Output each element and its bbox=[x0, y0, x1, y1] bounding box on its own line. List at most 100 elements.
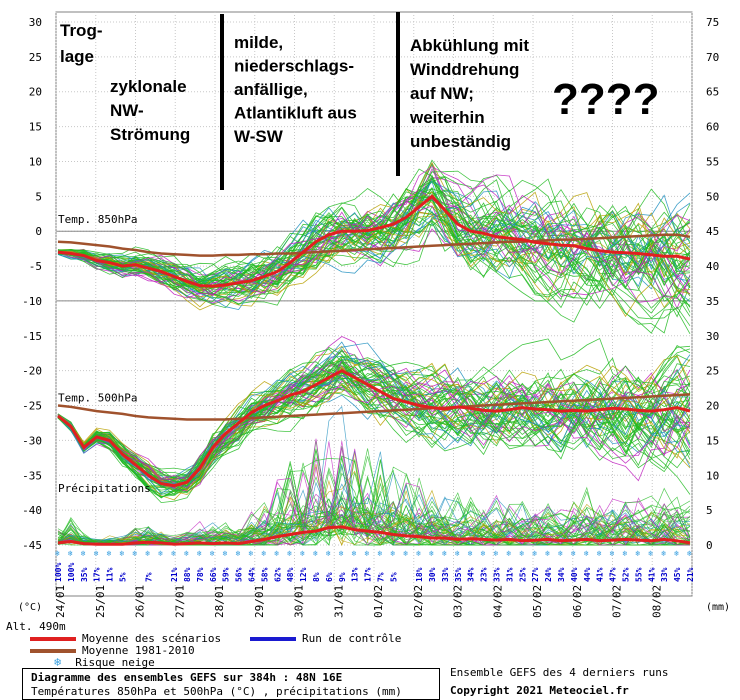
snowflake-icon: ❄ bbox=[648, 549, 653, 558]
snowflake-icon: ❄ bbox=[558, 549, 563, 558]
snow-risk-value: 33% bbox=[493, 567, 502, 582]
date-tick-label: 02/02 bbox=[412, 585, 425, 618]
annotation-abkuehlung: Winddrehung bbox=[410, 60, 519, 79]
annotation-atlantikluft: anfällige, bbox=[234, 80, 308, 99]
snowflake-icon: ❄ bbox=[223, 549, 228, 558]
snow-risk-value: 48% bbox=[286, 567, 295, 582]
right-tick-label: 55 bbox=[706, 155, 719, 168]
snow-risk-value: 17% bbox=[364, 567, 373, 582]
climatology-line-500 bbox=[57, 393, 691, 421]
snowflake-icon: ❄ bbox=[81, 549, 86, 558]
right-tick-label: 35 bbox=[706, 295, 719, 308]
snow-risk-value: 6% bbox=[325, 572, 334, 582]
right-tick-label: 65 bbox=[706, 86, 719, 99]
snow-risk-value: 62% bbox=[273, 567, 282, 582]
mean-lines bbox=[57, 194, 691, 546]
annotation-troglage: Trog- bbox=[60, 21, 103, 40]
snow-risk-row: ❄ 100% ❄ 100% ❄ 35% ❄ 17% ❄ 11% ❄ 5% ❄ ❄ 7% ❄ ❄ 21% ❄ 88% ❄ 7… bbox=[54, 549, 695, 582]
snow-risk-value: 30% bbox=[428, 567, 437, 582]
snowflake-icon: ❄ bbox=[158, 549, 163, 558]
right-axis-unit: (mm) bbox=[706, 602, 730, 613]
ensemble-member-850 bbox=[57, 209, 691, 287]
ensemble-member-850 bbox=[57, 191, 691, 296]
snow-risk-value: 7% bbox=[144, 572, 153, 582]
snow-risk-value: 7% bbox=[376, 572, 385, 582]
date-tick-label: 07/02 bbox=[611, 585, 624, 618]
snow-risk-value: 34% bbox=[467, 567, 476, 582]
snow-risk-value: 64% bbox=[247, 567, 256, 582]
legend-clim-swatch bbox=[30, 649, 76, 653]
snowflake-icon: ❄ bbox=[416, 549, 421, 558]
snowflake-icon: ❄ bbox=[429, 549, 434, 558]
snow-risk-value: 59% bbox=[222, 567, 231, 582]
left-tick-label: -45 bbox=[22, 539, 42, 552]
snow-risk-value: 41% bbox=[647, 567, 656, 582]
date-tick-label: 06/02 bbox=[571, 585, 584, 618]
snow-risk-value: 78% bbox=[196, 567, 205, 582]
snow-risk-value: 88% bbox=[183, 567, 192, 582]
ensemble-member-850 bbox=[57, 200, 691, 299]
snowflake-icon: ❄ bbox=[506, 549, 511, 558]
snow-risk-value: 35% bbox=[454, 567, 463, 582]
date-tick-label: 01/02 bbox=[372, 585, 385, 618]
snowflake-icon: ❄ bbox=[519, 549, 524, 558]
snow-risk-value: 9% bbox=[338, 572, 347, 582]
snow-risk-value: 66% bbox=[209, 567, 218, 582]
right-tick-label: 5 bbox=[706, 504, 713, 517]
snowflake-icon: ❄ bbox=[481, 549, 486, 558]
annotation-question-marks: ???? bbox=[552, 75, 660, 124]
snowflake-icon: ❄ bbox=[571, 549, 576, 558]
ensemble-member-precip bbox=[57, 449, 691, 546]
snowflake-icon: ❄ bbox=[197, 549, 202, 558]
ensemble-member-850 bbox=[57, 202, 691, 319]
legend: Alt. 490m Moyenne des scénarios Run de c… bbox=[0, 620, 740, 700]
snow-risk-value: 8% bbox=[312, 572, 321, 582]
left-tick-label: 15 bbox=[29, 121, 42, 134]
snowflake-icon: ❄ bbox=[313, 549, 318, 558]
snowflake-icon: ❄ bbox=[236, 549, 241, 558]
date-tick-label: 30/01 bbox=[293, 585, 306, 618]
altitude-label: Alt. 490m bbox=[6, 620, 66, 633]
snowflake-icon: ❄ bbox=[352, 549, 357, 558]
right-tick-label: 10 bbox=[706, 469, 719, 482]
ensemble-member-500 bbox=[57, 350, 691, 482]
annotation-abkuehlung: auf NW; bbox=[410, 84, 474, 103]
snowflake-icon: ❄ bbox=[261, 549, 266, 558]
legend-clim: Moyenne 1981-2010 bbox=[30, 644, 195, 657]
left-tick-label: -40 bbox=[22, 504, 42, 517]
climatology-line-850 bbox=[57, 233, 691, 257]
snow-risk-value: 47% bbox=[609, 567, 618, 582]
legend-mean-swatch bbox=[30, 637, 76, 641]
annotation-atlantikluft: niederschlags- bbox=[234, 57, 354, 76]
mean-line-850 bbox=[57, 194, 691, 288]
snowflake-icon: ❄ bbox=[468, 549, 473, 558]
left-tick-label: 25 bbox=[29, 51, 42, 64]
date-tick-label: 24/01 bbox=[54, 585, 67, 618]
snowflake-icon: ❄ bbox=[674, 549, 679, 558]
snowflake-icon: ❄ bbox=[661, 549, 666, 558]
snowflake-icon: ❄ bbox=[210, 549, 215, 558]
snow-risk-value: 100% bbox=[67, 563, 76, 582]
annotation-nw-stroemung: NW- bbox=[110, 101, 144, 120]
ensemble-member-500 bbox=[57, 357, 691, 496]
left-tick-label: 20 bbox=[29, 86, 42, 99]
annotation-abkuehlung: unbeständig bbox=[410, 132, 511, 151]
annotation-atlantikluft: W-SW bbox=[234, 127, 284, 146]
legend-control-swatch bbox=[250, 637, 296, 641]
annotation-atlantikluft: Atlantikluft aus bbox=[234, 104, 357, 123]
snow-risk-value: 23% bbox=[480, 567, 489, 582]
left-tick-label: 5 bbox=[35, 190, 42, 203]
right-tick-label: 0 bbox=[706, 539, 713, 552]
snowflake-icon: ❄ bbox=[584, 549, 589, 558]
ensemble-member-precip bbox=[57, 469, 691, 546]
snowflake-icon: ❄ bbox=[532, 549, 537, 558]
annotations: Trog-lage zyklonale NW- Strömung milde, niede… bbox=[60, 12, 660, 190]
snow-risk-value: 58% bbox=[260, 567, 269, 582]
snow-risk-value: 33% bbox=[660, 567, 669, 582]
legend-clim-label: Moyenne 1981-2010 bbox=[82, 644, 195, 657]
left-tick-label: -5 bbox=[29, 260, 42, 273]
snow-risk-value: 56% bbox=[235, 567, 244, 582]
ensemble-member-500 bbox=[57, 366, 691, 481]
annotation-nw-stroemung: Strömung bbox=[110, 125, 190, 144]
legend-mean: Moyenne des scénarios bbox=[30, 632, 221, 645]
